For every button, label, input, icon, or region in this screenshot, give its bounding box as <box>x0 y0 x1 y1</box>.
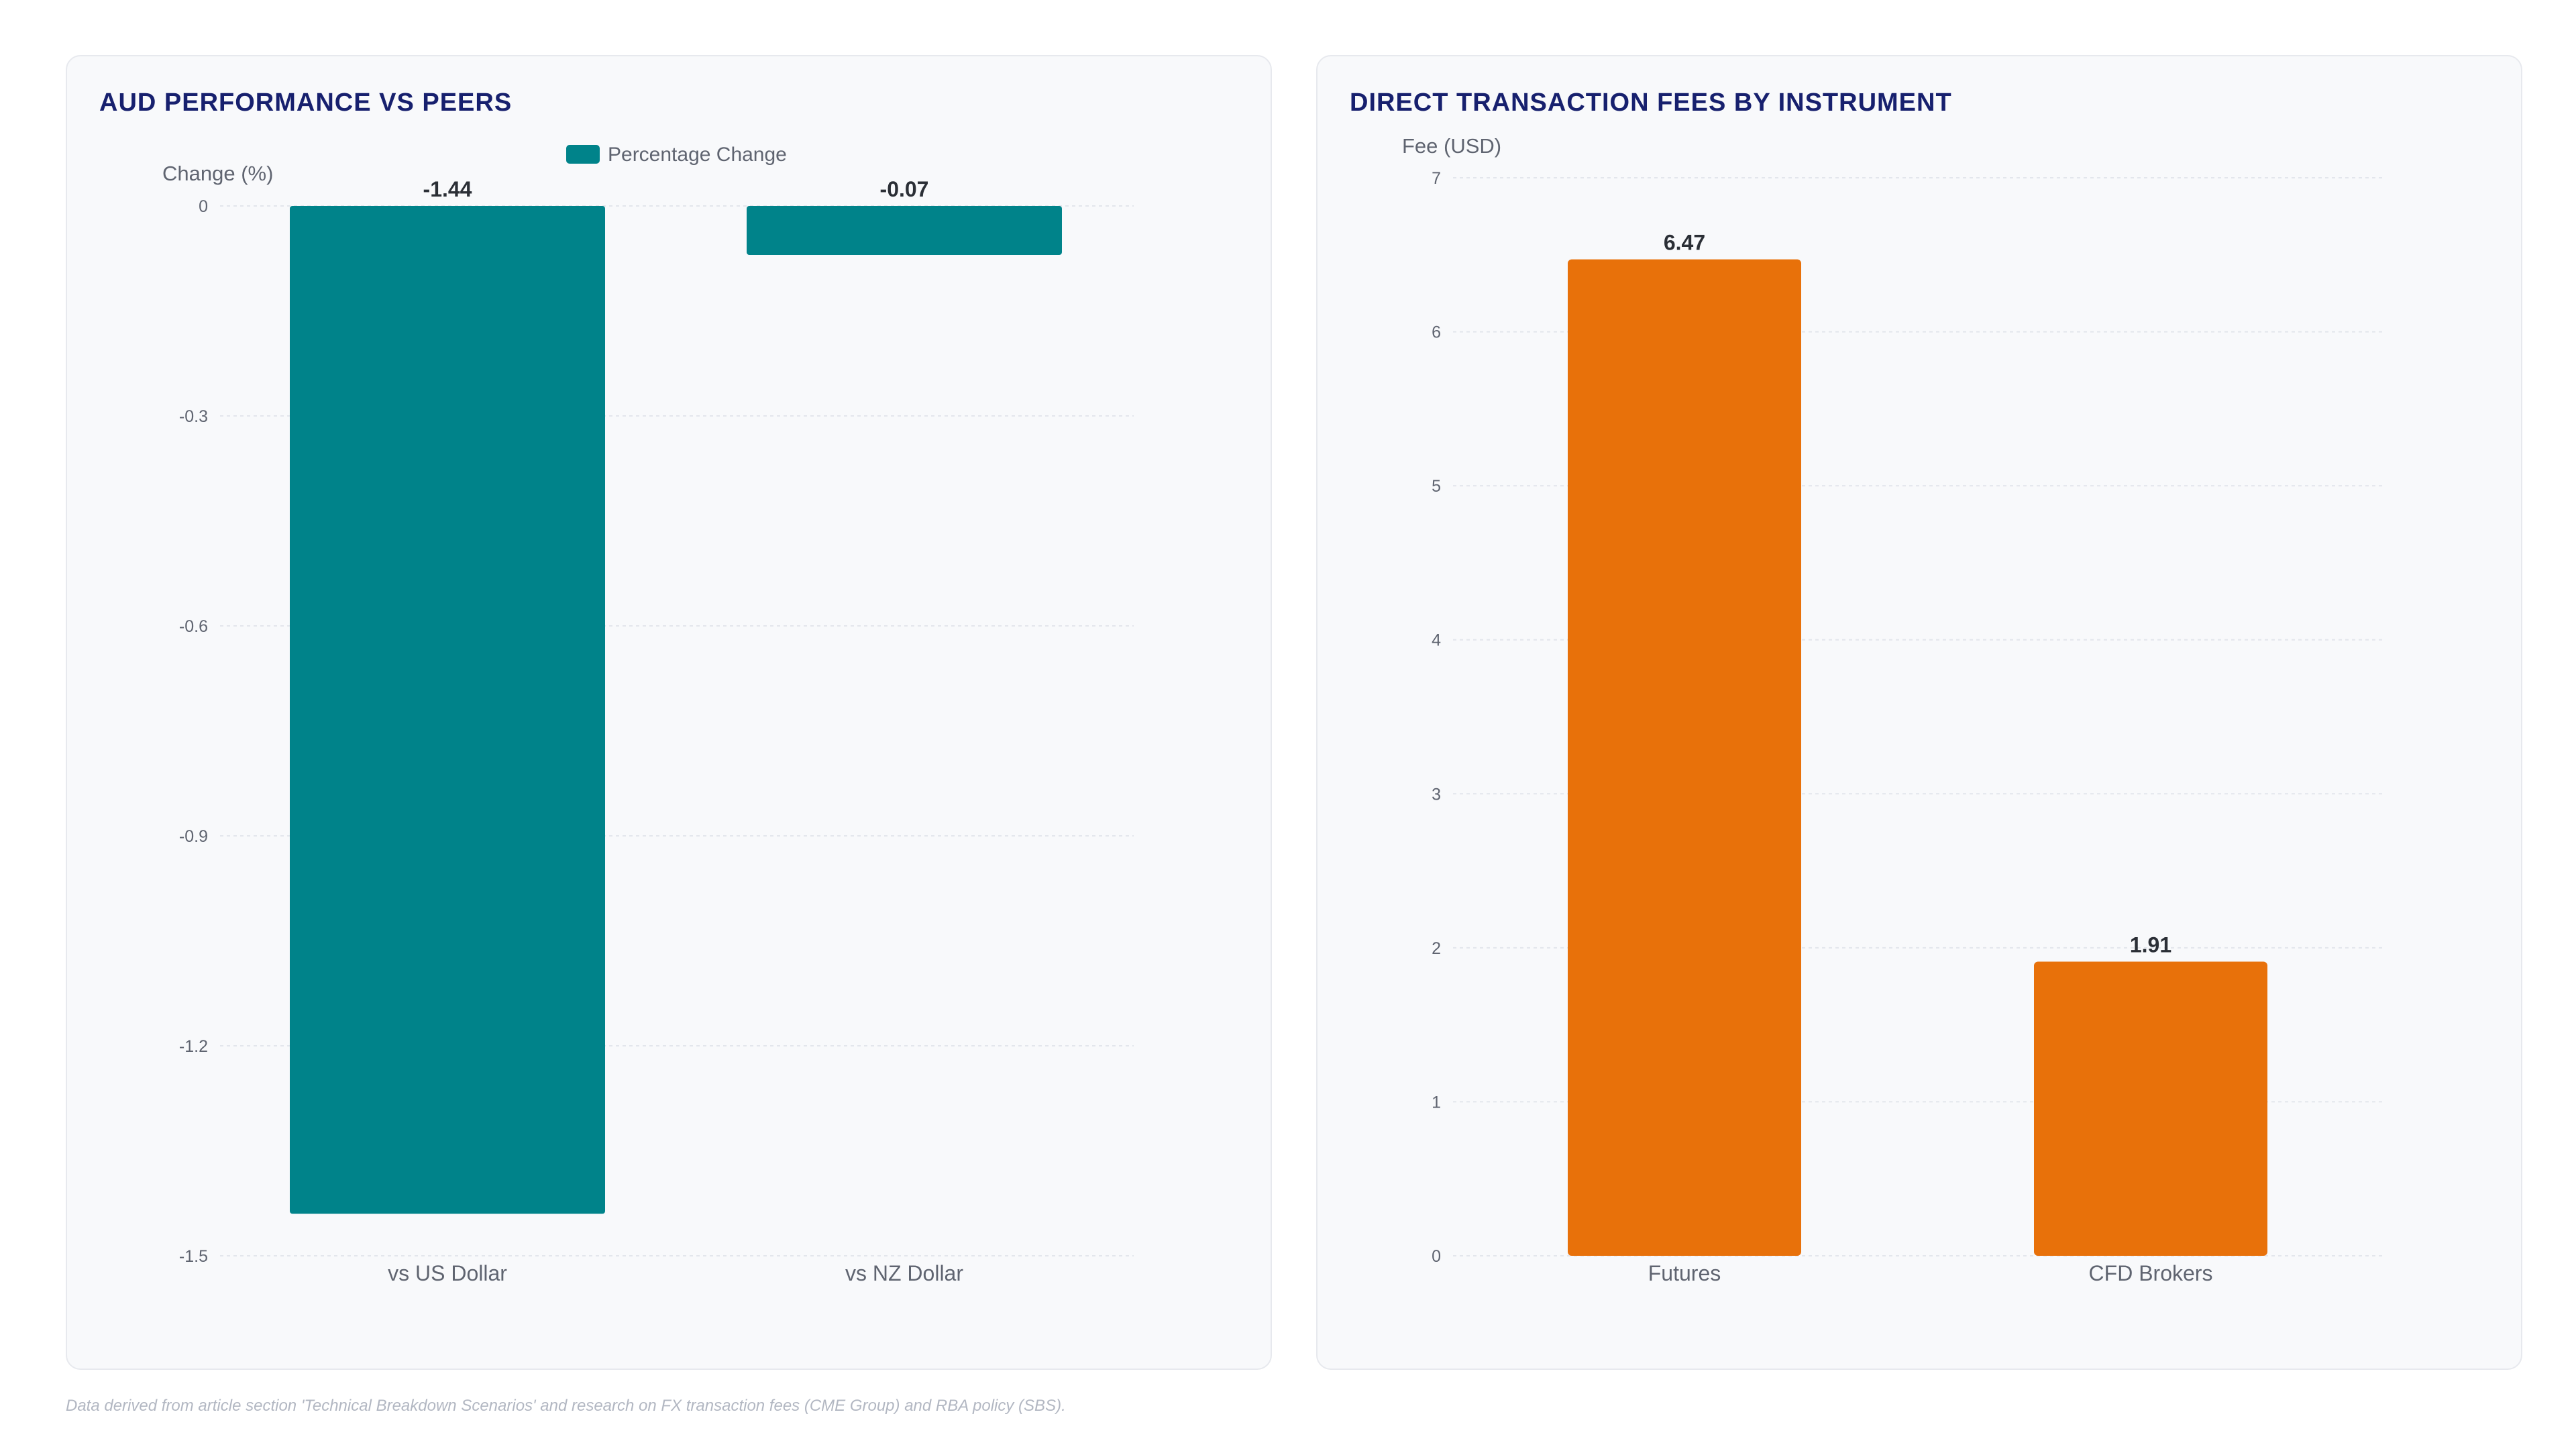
y-tick-label: 1 <box>1432 1093 1441 1112</box>
y-axis-label: Change (%) <box>162 162 273 185</box>
bar <box>747 206 1062 256</box>
y-tick-label: -1.2 <box>179 1037 208 1056</box>
aud-performance-panel: AUD PERFORMANCE VS PEERS 0 -0.3 -0.6 -0.9 -1… <box>66 55 1272 1370</box>
bar <box>290 206 605 1214</box>
data-label: -0.07 <box>880 177 929 201</box>
y-tick-label: 0 <box>1432 1247 1441 1266</box>
y-tick-label: -0.6 <box>179 617 208 636</box>
legend-label: Percentage Change <box>608 144 787 166</box>
y-tick-label: -1.5 <box>179 1247 208 1266</box>
data-label: 6.47 <box>1664 231 1705 255</box>
transaction-fees-panel: DIRECT TRANSACTION FEES BY INSTRUMENT 0 1… <box>1316 55 2522 1370</box>
y-tick-label: 6 <box>1432 323 1441 342</box>
chart-title: AUD PERFORMANCE VS PEERS <box>99 89 513 117</box>
y-tick-label: 7 <box>1432 169 1441 188</box>
y-axis-label: Fee (USD) <box>1402 134 1501 158</box>
x-category-label: vs US Dollar <box>388 1261 507 1285</box>
aud-performance-chart: 0 -0.3 -0.6 -0.9 -1.2 -1.5 Change (%) Percentag… <box>162 144 1134 1285</box>
x-category-label: Futures <box>1648 1261 1721 1285</box>
y-tick-label: 0 <box>199 197 208 216</box>
transaction-fees-chart: 0 1 2 3 4 5 6 7 Fee (USD) 6.47 Futures 1.91 CFD Brok… <box>1402 134 2383 1285</box>
x-category-label: vs NZ Dollar <box>845 1261 963 1285</box>
y-tick-label: 4 <box>1432 631 1441 650</box>
source-footnote: Data derived from article section 'Techn… <box>66 1397 1066 1415</box>
y-tick-label: -0.9 <box>179 827 208 846</box>
y-tick-label: 3 <box>1432 785 1441 804</box>
y-tick-label: 2 <box>1432 939 1441 958</box>
bar <box>1568 259 1801 1256</box>
chart-title: DIRECT TRANSACTION FEES BY INSTRUMENT <box>1350 89 1952 117</box>
legend-swatch <box>566 145 600 164</box>
bar <box>2034 961 2267 1256</box>
data-label: -1.44 <box>423 177 472 201</box>
data-label: 1.91 <box>2130 933 2171 957</box>
y-tick-label: 5 <box>1432 477 1441 496</box>
x-category-label: CFD Brokers <box>2089 1261 2213 1285</box>
y-tick-label: -0.3 <box>179 407 208 426</box>
